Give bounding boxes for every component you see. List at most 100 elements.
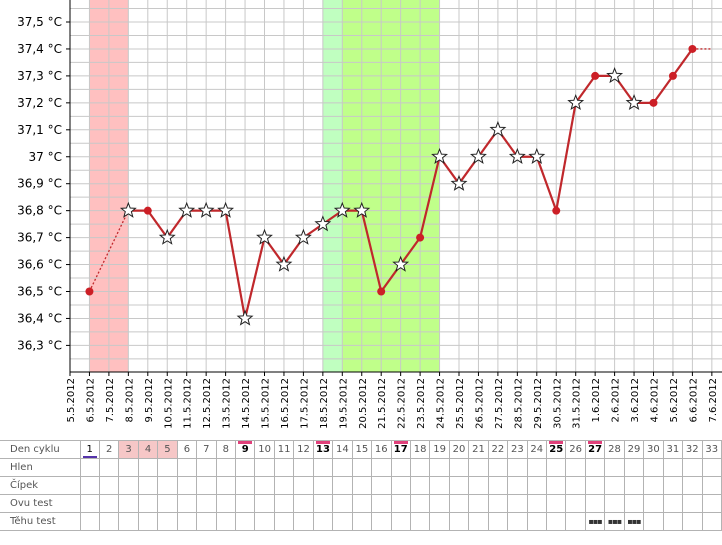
cycle-day-cell: 29 [623,440,645,459]
x-tick-label: 23.5.2012 [416,378,427,429]
cycle-day-number: 5 [164,444,171,455]
cycle-cell [507,458,528,477]
y-tick-label: 37,1 °C [17,123,62,137]
x-tick-label: 18.5.2012 [319,378,330,429]
cycle-day-cell: 30 [643,440,664,459]
cycle-cell [98,458,120,477]
x-tick-label: 7.5.2012 [105,378,116,423]
cycle-cell [468,458,489,477]
data-point-star [256,228,273,245]
cycle-day-cell: 17 [390,440,411,459]
cycle-cell [215,512,237,531]
cycle-cell [623,458,645,477]
cycle-day-cell: 7 [196,440,217,459]
cycle-day-cell: 32 [682,440,703,459]
cycle-cell [79,494,100,513]
series-segment [555,102,577,211]
cycle-cell [487,476,509,495]
cycle-cell [351,458,373,477]
data-point-star [353,201,371,218]
marked-day-indicator [315,441,331,444]
cycle-cell [293,458,314,477]
cycle-day-cell: 8 [215,440,237,459]
cycle-cell [604,494,625,513]
cycle-day-cell: 14 [332,440,353,459]
cycle-cell [196,512,217,531]
y-tick-label: 36,4 °C [17,311,62,325]
cycle-cell [234,458,256,477]
cycle-day-cell: 21 [468,440,489,459]
cycle-cell [526,494,548,513]
cycle-cell [351,494,373,513]
cycle-day-number: 27 [588,444,603,455]
data-point-dot [85,287,94,296]
temperature-markers [85,44,697,326]
marked-day-indicator [549,441,564,444]
cycle-day-cell: 10 [254,440,275,459]
cycle-day-number: 24 [530,444,544,455]
cycle-cell [448,494,470,513]
cycle-cell [332,512,353,531]
cycle-day-cell: 33 [701,440,722,459]
cycle-cell [643,458,664,477]
data-point-dot [143,206,152,215]
y-tick-label: 36,6 °C [17,258,62,272]
cycle-day-number: 21 [472,444,485,455]
cycle-cell [565,512,586,531]
cycle-cell [545,476,567,495]
cycle-cell: ▪▪▪ [584,512,606,531]
cycle-cell [584,476,606,495]
cycle-day-cell: 5 [157,440,178,459]
cycle-cell [643,512,664,531]
x-tick-label: 12.5.2012 [202,378,213,429]
x-tick-label: 5.5.2012 [66,378,77,423]
x-tick-label: 10.5.2012 [163,378,174,429]
cycle-cell [98,476,120,495]
series-segment [224,210,247,319]
data-point-star [528,147,546,164]
cycle-cell [468,476,489,495]
cycle-cell [390,512,411,531]
series-segment [146,210,169,239]
data-point-star [158,228,176,245]
x-tick-label: 29.5.2012 [533,378,544,429]
table-row: Den cyklu 1 2 3 4 5 6 7 8 9 10 11 12 13 14 15 16 17 18 19 20… [0,440,722,459]
cycle-day-cell: 3 [118,440,139,459]
data-point-dot [649,98,658,107]
cycle-cell [701,512,722,531]
cycle-cell [254,494,275,513]
cycle-day-number: 16 [374,444,388,455]
series-segment [243,237,266,319]
cycle-cell [429,458,450,477]
cycle-cell [332,458,353,477]
cycle-cell [351,476,373,495]
data-point-star [197,201,215,218]
x-tick-label: 9.5.2012 [144,378,155,423]
marked-day-indicator [238,441,253,444]
fertile-band [342,0,440,372]
current-day-indicator [82,456,97,458]
cycle-cell [390,494,411,513]
cycle-day-number: 23 [510,444,524,455]
cycle-cell [234,476,256,495]
cycle-cell [118,512,139,531]
table-row: Hlen [0,458,722,477]
cycle-cell [487,512,509,531]
series-segment [88,210,129,292]
x-tick-label: 13.5.2012 [222,378,233,429]
series-segment [399,236,421,266]
cycle-cell [662,494,684,513]
cycle-day-cell: 19 [429,440,450,459]
cycle-cell [507,476,528,495]
cycle-cell [371,458,392,477]
chart-grid [69,0,722,372]
cycle-cell [701,458,722,477]
row-label: Hlen [0,458,81,477]
cycle-cell [273,458,295,477]
cycle-day-number: 28 [608,444,621,455]
cycle-cell [409,476,431,495]
cycle-day-cell: 16 [371,440,392,459]
cycle-cell [507,512,528,531]
cycle-cell [409,458,431,477]
cycle-cell [371,512,392,531]
